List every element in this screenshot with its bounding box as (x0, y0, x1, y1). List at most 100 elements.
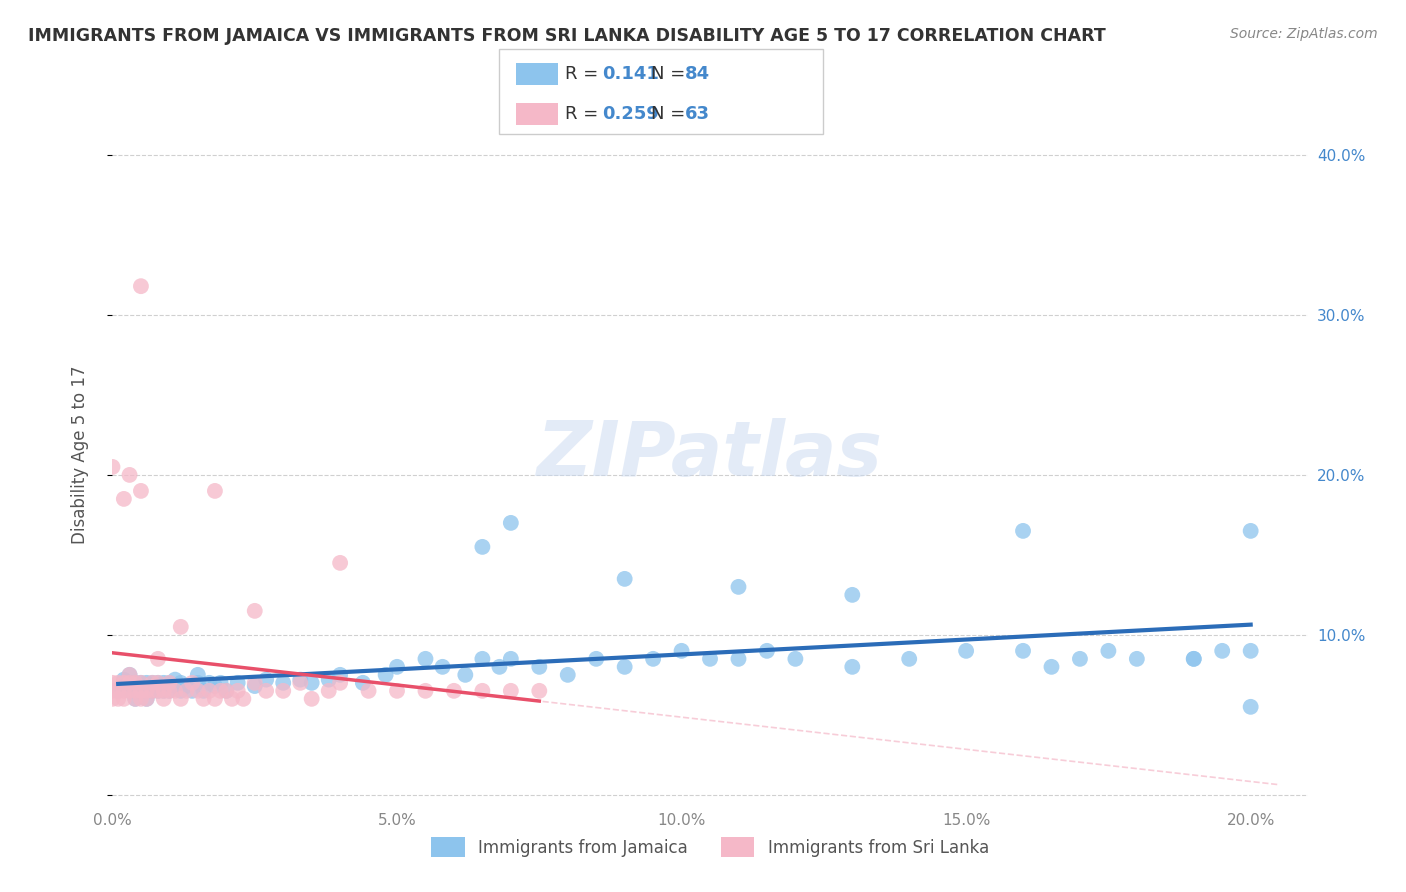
Point (221, 691, 243, 706)
Point (198, 683, 221, 698)
Point (152, 683, 174, 698)
Point (129, 676, 152, 690)
Point (107, 683, 129, 698)
Point (112, 673, 135, 687)
Point (352, 676, 374, 690)
Point (112, 683, 135, 698)
Point (129, 279, 152, 293)
Point (176, 679, 198, 693)
Point (254, 673, 277, 687)
Point (135, 691, 157, 706)
Text: IMMIGRANTS FROM JAMAICA VS IMMIGRANTS FROM SRI LANKA DISABILITY AGE 5 TO 17 CORR: IMMIGRANTS FROM JAMAICA VS IMMIGRANTS FR… (28, 27, 1107, 45)
Point (118, 676, 141, 690)
Point (152, 683, 174, 698)
Point (557, 668, 579, 682)
Point (112, 676, 135, 690)
Point (141, 676, 163, 690)
Point (107, 683, 129, 698)
Point (141, 679, 163, 693)
Point (290, 673, 312, 687)
Point (290, 676, 312, 690)
Point (1182, 652, 1205, 666)
Point (204, 483, 226, 498)
Point (471, 652, 494, 666)
Point (357, 683, 380, 698)
Point (124, 676, 146, 690)
Point (146, 652, 169, 666)
Point (187, 683, 209, 698)
Point (529, 683, 551, 698)
Point (124, 676, 146, 690)
Point (454, 668, 477, 682)
Point (118, 683, 141, 698)
Point (107, 676, 129, 690)
Text: 84: 84 (685, 65, 710, 83)
Point (499, 652, 522, 666)
Point (124, 691, 146, 706)
Point (1240, 644, 1263, 658)
Point (374, 668, 396, 682)
Point (301, 691, 323, 706)
Point (135, 691, 157, 706)
Point (170, 676, 193, 690)
Point (254, 683, 277, 698)
Y-axis label: Disability Age 5 to 17: Disability Age 5 to 17 (70, 366, 89, 544)
Point (215, 683, 238, 698)
Point (198, 676, 221, 690)
Point (1012, 644, 1035, 658)
Point (101, 676, 124, 690)
Point (1097, 644, 1119, 658)
Point (415, 652, 437, 666)
Point (193, 683, 215, 698)
Point (101, 683, 124, 698)
Text: ZIPatlas: ZIPatlas (537, 418, 883, 491)
Point (232, 691, 254, 706)
Point (165, 679, 187, 693)
Point (170, 620, 193, 634)
Point (613, 572, 636, 586)
Text: 63: 63 (685, 105, 710, 123)
Text: Source: ZipAtlas.com: Source: ZipAtlas.com (1230, 27, 1378, 41)
Point (785, 652, 807, 666)
Point (165, 673, 187, 687)
Point (101, 691, 124, 706)
Point (181, 676, 204, 690)
Point (1182, 652, 1205, 666)
Point (129, 691, 152, 706)
Point (152, 691, 174, 706)
Text: 0.141: 0.141 (602, 65, 658, 83)
Point (727, 652, 749, 666)
Point (385, 683, 408, 698)
Point (157, 683, 180, 698)
Point (301, 676, 323, 690)
Point (152, 676, 174, 690)
Point (141, 683, 163, 698)
Point (318, 673, 340, 687)
Point (329, 676, 352, 690)
Point (209, 676, 232, 690)
Point (135, 683, 157, 698)
Point (124, 683, 146, 698)
Text: R =: R = (565, 65, 605, 83)
Point (118, 676, 141, 690)
Point (385, 660, 408, 674)
Point (129, 683, 152, 698)
Point (499, 683, 522, 698)
Point (141, 683, 163, 698)
Text: N =: N = (651, 105, 690, 123)
Point (135, 676, 157, 690)
Point (135, 683, 157, 698)
Point (329, 668, 352, 682)
Point (699, 652, 721, 666)
Point (488, 660, 510, 674)
Point (443, 683, 465, 698)
Point (841, 588, 863, 602)
Point (226, 683, 249, 698)
Point (176, 683, 198, 698)
Point (529, 660, 551, 674)
Point (209, 683, 232, 698)
Point (124, 691, 146, 706)
Point (112, 491, 135, 506)
Point (1012, 524, 1035, 538)
Point (585, 652, 607, 666)
